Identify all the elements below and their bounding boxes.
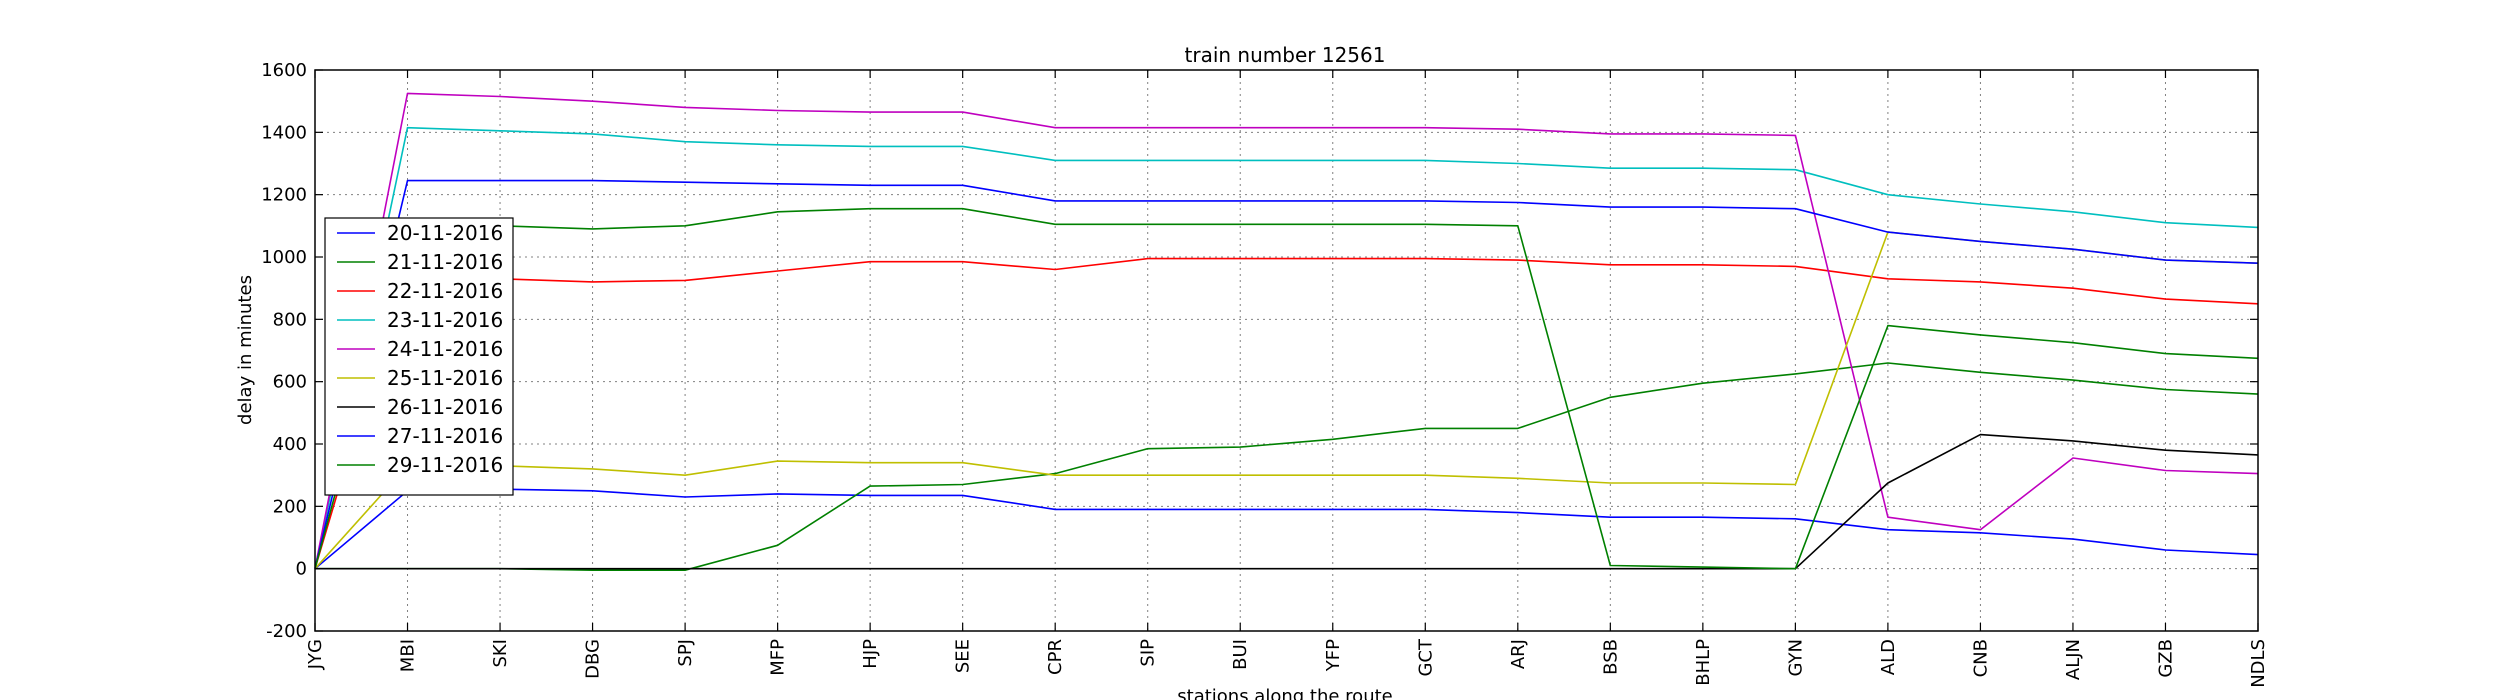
x-tick-label: MFP [768, 639, 789, 676]
x-tick-label: ALD [1878, 639, 1899, 675]
y-tick-label: 0 [296, 559, 307, 580]
legend-label: 26-11-2016 [387, 395, 503, 419]
x-tick-label: CPR [1045, 639, 1066, 675]
x-tick-label: GCT [1415, 638, 1436, 677]
y-tick-label: -200 [266, 621, 307, 642]
y-tick-label: 200 [273, 496, 307, 517]
y-tick-label: 1000 [261, 247, 307, 268]
x-tick-label: CNB [1970, 639, 1991, 677]
y-tick-label: 600 [273, 372, 307, 393]
x-tick-label: SPJ [675, 639, 696, 667]
y-axis-label: delay in minutes [235, 275, 256, 425]
series-line-27-11-2016 [314, 179, 2259, 569]
x-tick-label: DBG [583, 639, 604, 679]
y-tick-label: 1600 [261, 60, 307, 81]
x-axis-ticks: JYG MBI SKI DBG SPJ MFP HJP SEE CPR SIP BUI YFP GCT A… [305, 70, 2269, 688]
series-line-23-11-2016 [314, 126, 2259, 569]
series-lines [314, 92, 2259, 572]
chart-title: train number 12561 [1185, 43, 1386, 67]
x-tick-label: GZB [2155, 639, 2176, 678]
x-tick-label: NDLS [2248, 639, 2269, 688]
legend-box [324, 217, 514, 496]
x-tick-label: SIP [1138, 639, 1159, 667]
x-axis-label: stations along the route [1177, 686, 1392, 700]
x-tick-label: SKI [490, 639, 511, 668]
x-tick-label: HJP [860, 639, 881, 669]
x-tick-label: BUI [1230, 639, 1251, 670]
legend-label: 27-11-2016 [387, 424, 503, 448]
plot-frame [314, 69, 2259, 632]
series-line-21-11-2016 [315, 362, 2259, 572]
x-tick-label: YFP [1323, 639, 1344, 672]
legend-label: 25-11-2016 [387, 366, 503, 390]
x-tick-label: GYN [1785, 639, 1806, 677]
legend-label: 21-11-2016 [387, 250, 503, 274]
series-line-24-11-2016 [314, 92, 2259, 569]
y-tick-label: 400 [273, 434, 307, 455]
legend-label: 29-11-2016 [387, 453, 503, 477]
x-tick-label: ALJN [2063, 639, 2084, 680]
series-line-26-11-2016 [315, 433, 2259, 570]
legend-label: 20-11-2016 [387, 221, 503, 245]
y-tick-label: 800 [273, 309, 307, 330]
x-tick-label: ARJ [1508, 639, 1529, 669]
x-tick-label: JYG [305, 639, 326, 670]
y-tick-label: 1200 [261, 185, 307, 206]
x-tick-label: SEE [953, 639, 974, 673]
legend-label: 22-11-2016 [387, 279, 503, 303]
y-tick-label: 1400 [261, 122, 307, 143]
legend-label: 23-11-2016 [387, 308, 503, 332]
y-axis-ticks: -200 0 200 400 600 800 1000 1200 1400 1600 [261, 60, 2258, 642]
x-tick-label: BHLP [1693, 639, 1714, 686]
legend-label: 24-11-2016 [387, 337, 503, 361]
x-tick-label: MBI [398, 639, 419, 672]
legend: 20-11-2016 21-11-2016 22-11-2016 23-11-2016… [324, 217, 514, 496]
series-line-20-11-2016 [314, 488, 2259, 570]
series-line-29-11-2016 [314, 207, 2259, 570]
series-line-22-11-2016 [314, 256, 2259, 569]
x-tick-label: BSB [1600, 639, 1621, 675]
